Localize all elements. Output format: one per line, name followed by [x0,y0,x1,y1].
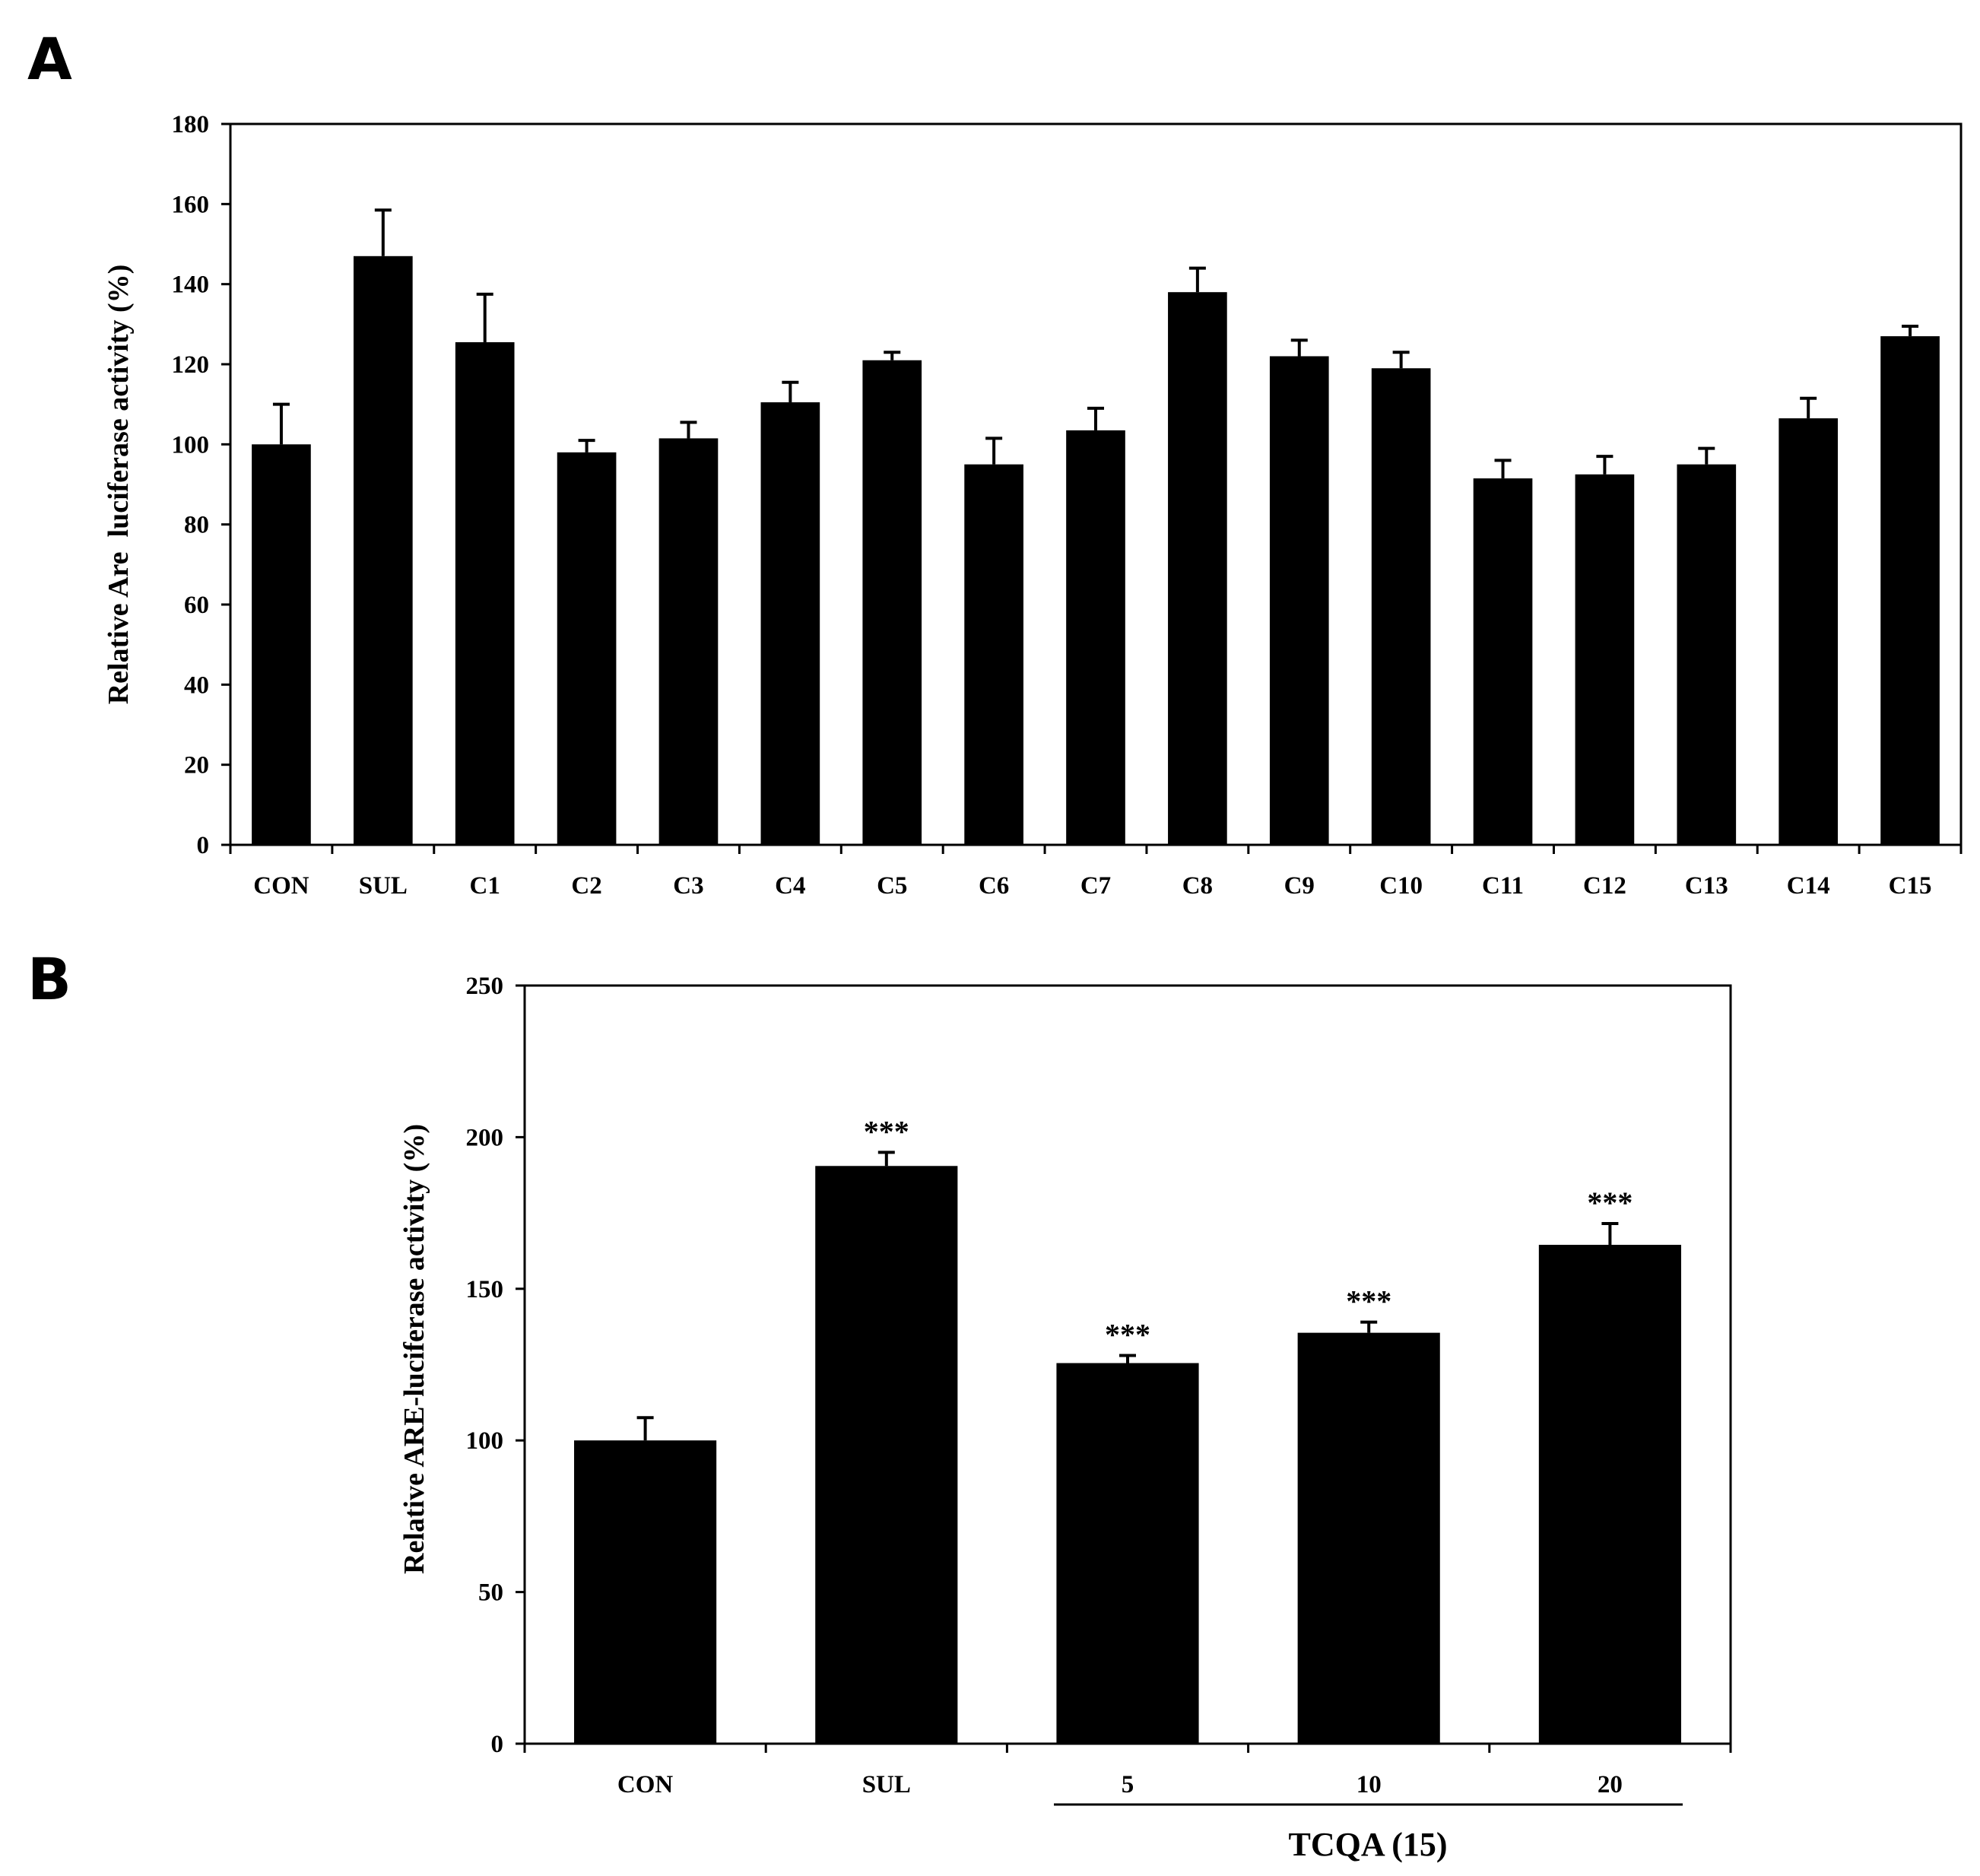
panel-b-letter: B [27,945,71,1013]
panel-b-y-axis-title: Relative ARE-luciferase activity (%) [398,1124,430,1574]
panel-a-letter: A [27,25,72,93]
panel-b-x-axis [523,1744,1732,1753]
panel-b-y-axis: 0 50 100 150 200 250 [466,973,525,1758]
panel-a-y-tick-label: 160 [172,191,210,218]
bar-5 [1056,1363,1199,1744]
x-label-c5: C5 [877,872,907,900]
panel-a-y-tick-label: 140 [172,271,210,299]
bar-c3 [658,438,719,845]
panel-a-x-labels: CON SUL C1 C2 C3 C4 C5 C6 C7 C8 C9 C10 C11 C12 C13 C14 C… [253,872,1931,900]
bar-c10 [1371,368,1431,845]
bar-c6 [964,464,1023,845]
panel-b-x-labels: CON SUL 5 10 20 [617,1771,1623,1798]
bar-c14 [1779,418,1839,845]
bar-c2 [557,452,617,845]
panel-a-y-tick-label: 80 [184,512,209,539]
bar-con [252,444,311,845]
panel-a-x-axis [229,845,1963,854]
x-label-c6: C6 [979,872,1009,900]
x-label-sul: SUL [359,872,408,900]
x-label-c15: C15 [1889,872,1932,900]
panel-a-bars [252,208,1940,846]
x-label-con: CON [253,872,309,900]
bar-con [574,1440,717,1744]
panel-b-y-tick-label: 200 [466,1124,504,1151]
panel-a-y-tick-label: 20 [184,752,209,779]
x-label-c2: C2 [571,872,601,900]
panel-b-y-tick-label: 50 [478,1579,503,1607]
panel-a-y-tick-label: 60 [184,592,209,619]
panel-b-y-tick-label: 150 [466,1276,504,1303]
significance-20: *** [1587,1186,1633,1220]
x-label-c7: C7 [1080,872,1111,900]
bar-sul [815,1166,958,1744]
panel-b-group-label: TCQA (15) [1289,1826,1448,1863]
x-label-c13: C13 [1685,872,1728,900]
x-label-sul: SUL [862,1771,911,1798]
bar-c13 [1677,464,1737,845]
x-label-c11: C11 [1482,872,1524,900]
bar-c7 [1066,430,1125,845]
x-label-c4: C4 [775,872,805,900]
x-label-c3: C3 [673,872,703,900]
bar-c5 [862,360,922,845]
x-label-10: 10 [1356,1771,1382,1798]
bar-c4 [760,402,820,845]
panel-b-significance-marks: *** *** *** *** [864,1114,1633,1351]
panel-a-y-axis-title: Relative Are luciferase activity (%) [103,265,135,705]
bar-c8 [1168,292,1227,845]
panel-b-y-tick-label: 0 [491,1731,504,1758]
bar-sul [353,256,413,845]
x-label-c12: C12 [1583,872,1626,900]
x-label-c10: C10 [1379,872,1423,900]
bar-c1 [455,342,515,845]
panel-b-y-tick-label: 250 [466,973,504,1000]
panel-b-y-tick-label: 100 [466,1427,504,1455]
x-label-c1: C1 [470,872,500,900]
x-label-c14: C14 [1787,872,1830,900]
bar-10 [1297,1332,1440,1744]
bar-20 [1538,1244,1681,1744]
x-label-20: 20 [1598,1771,1623,1798]
panel-a-y-tick-label: 100 [172,431,210,459]
panel-a-y-tick-label: 180 [172,111,210,138]
bar-c12 [1575,474,1635,845]
panel-a-y-tick-label: 0 [197,832,210,859]
significance-10: *** [1346,1284,1391,1319]
panel-a-y-axis: 0 20 40 60 80 100 120 140 160 180 [172,111,230,859]
bar-c11 [1473,478,1533,845]
x-label-c8: C8 [1182,872,1213,900]
x-label-c9: C9 [1284,872,1315,900]
significance-sul: *** [864,1114,909,1148]
panel-b-bars [574,1151,1681,1744]
x-label-5: 5 [1122,1771,1134,1798]
significance-5: *** [1105,1318,1150,1352]
x-label-con: CON [617,1771,674,1798]
bar-c15 [1880,336,1940,846]
panel-a-y-tick-label: 40 [184,671,209,699]
bar-c9 [1269,356,1329,845]
panel-a-y-tick-label: 120 [172,351,210,379]
